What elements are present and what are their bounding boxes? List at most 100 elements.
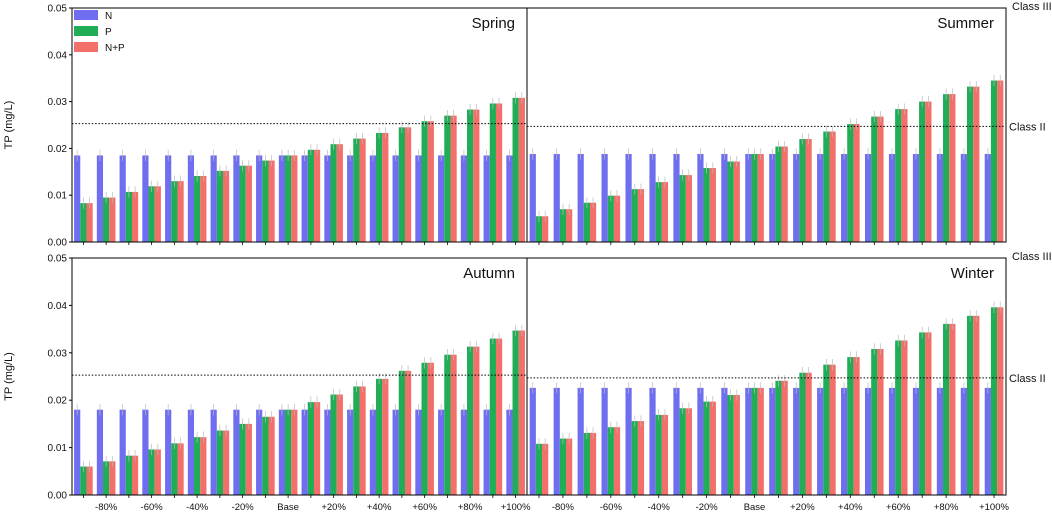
bar-n-12 [817,154,824,242]
bar-p-11 [799,139,806,242]
bar-p-18 [489,338,496,495]
bar-n-16 [912,154,920,242]
bar-p-4 [171,181,178,242]
bar-n-8 [256,409,263,495]
bar-n-9 [745,154,752,242]
bar-p-16 [444,354,451,495]
bar-p-3 [607,427,614,495]
bar-p-7 [703,401,710,495]
bar-npp-2 [589,432,597,495]
bar-n-3 [142,155,149,242]
bar-p-5 [194,176,201,242]
bar-npp-12 [829,364,836,495]
panel-title: Autumn [463,265,515,282]
bar-n-17 [936,387,944,495]
bar-p-15 [421,121,428,242]
bar-npp-1 [566,209,573,242]
bar-npp-16 [925,101,932,242]
bar-npp-12 [359,138,366,242]
bar-n-18 [483,409,490,495]
bar-n-9 [278,155,286,242]
bar-p-11 [799,372,806,495]
x-tick-label: +20% [321,502,346,513]
bar-npp-11 [336,144,343,242]
bar-npp-2 [589,202,597,242]
bar-n-19 [984,387,991,495]
x-tick-label: +20% [790,502,815,513]
bar-n-15 [415,155,422,242]
bar-n-17 [460,409,468,495]
bar-p-9 [751,154,758,242]
bar-npp-6 [685,175,692,242]
bar-n-4 [165,155,172,242]
bar-npp-9 [291,409,298,495]
bar-npp-10 [781,380,788,495]
bar-p-16 [919,332,926,495]
y-tick-label: 0.05 [48,254,68,265]
x-tick-label: +40% [838,502,863,513]
bar-n-7 [233,155,240,242]
bar-n-13 [841,154,848,242]
bar-n-9 [745,387,752,495]
bar-n-17 [460,155,468,242]
bar-npp-15 [901,109,908,242]
bar-p-5 [194,437,201,495]
bar-npp-5 [200,176,207,242]
y-tick-label: 0.01 [48,443,68,454]
bar-p-17 [467,346,474,495]
y-tick-label: 0.00 [48,238,68,249]
bar-p-12 [353,138,360,242]
bar-npp-16 [450,354,457,495]
bar-n-5 [187,155,195,242]
bar-npp-7 [709,401,716,495]
panel-frame [71,257,528,496]
bar-n-14 [864,387,872,495]
y-tick-label: 0.04 [48,50,68,61]
bar-p-1 [559,209,567,242]
bar-npp-10 [781,146,788,242]
bar-p-16 [444,115,451,242]
bar-npp-16 [450,115,457,242]
bar-npp-7 [245,423,252,495]
bar-p-19 [990,80,998,242]
bar-npp-7 [709,168,716,242]
bar-p-5 [655,414,662,495]
bar-n-6 [210,409,217,495]
bar-n-1 [553,154,560,242]
bar-npp-13 [853,357,860,495]
y-tick-label: 0.04 [48,301,68,312]
bar-npp-3 [154,186,161,242]
panel-winter: Winter -80% -60% -40% -20% Base +20% +40% +60% +8… [526,251,1052,513]
bar-n-7 [697,387,704,495]
bar-p-17 [943,94,950,242]
y-tick-label: 0.03 [48,97,68,108]
panel-title: Winter [951,265,994,282]
bar-npp-13 [382,132,389,242]
bar-npp-3 [154,449,161,495]
bar-n-14 [864,154,872,242]
bar-npp-0 [86,203,93,242]
bar-n-19 [984,154,991,242]
y-tick-label: 0.02 [48,144,68,155]
bar-p-18 [966,315,974,495]
x-tick-label: +100% [501,502,531,513]
bar-n-8 [256,155,263,242]
bar-n-3 [601,387,608,495]
bar-npp-10 [313,402,321,495]
bar-p-2 [583,432,590,495]
bar-n-5 [649,154,656,242]
panel-frame [71,7,528,243]
bar-p-12 [823,364,830,495]
bar-npp-18 [973,86,980,243]
class-ii-label: Class II [1009,373,1046,385]
bar-npp-9 [757,154,764,242]
bar-p-14 [398,127,405,242]
x-tick-label: -20% [232,502,255,513]
bar-npp-10 [313,149,321,242]
bar-npp-9 [291,155,298,242]
bar-p-17 [467,109,474,242]
bar-p-13 [376,378,383,495]
bar-p-16 [919,101,926,242]
bar-npp-13 [382,378,389,495]
y-tick-label: 0.02 [48,396,68,407]
